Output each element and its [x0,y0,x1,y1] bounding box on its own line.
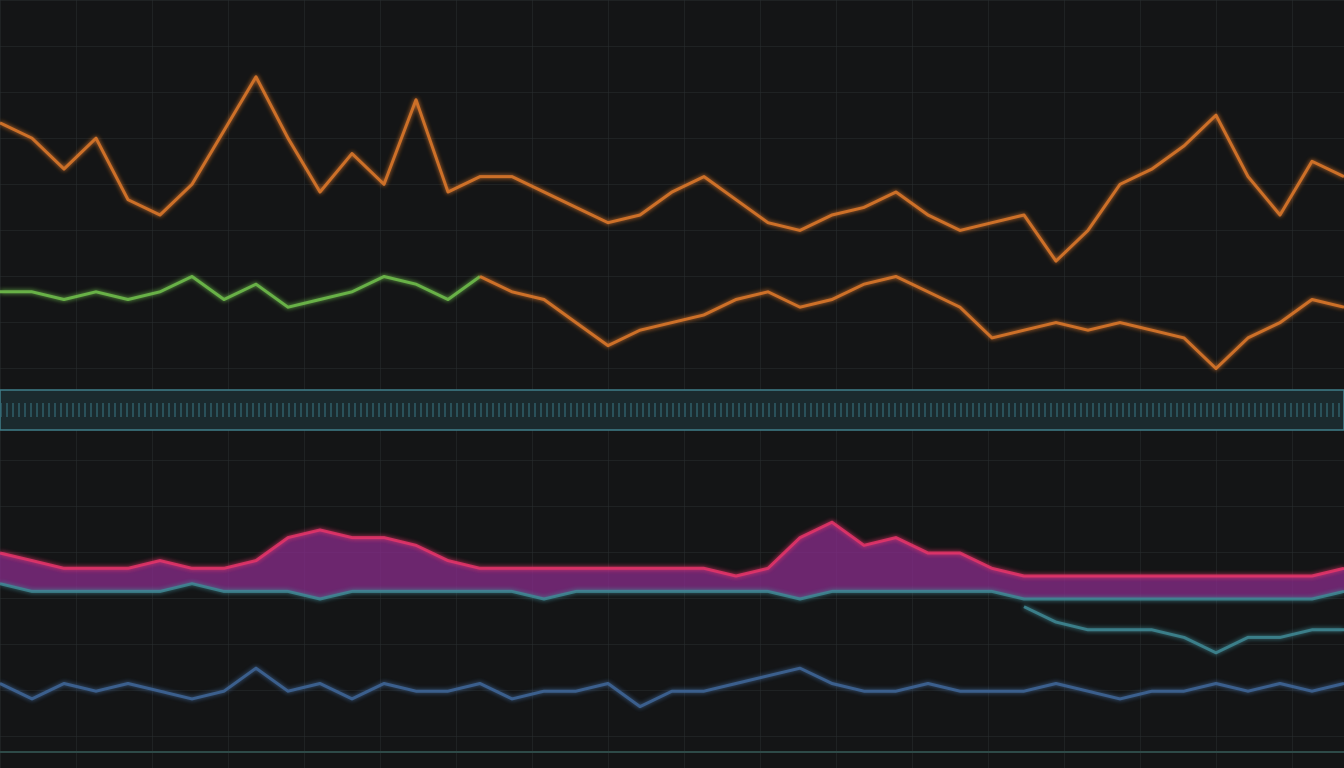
signal-band [0,389,1344,431]
series-line [1023,605,1344,655]
area [0,522,1344,600]
series-line [0,520,1344,578]
series-line [0,582,1344,601]
series-line [0,275,481,309]
series-line [479,275,1344,371]
series-line [0,666,1344,709]
series-line [0,75,1344,263]
